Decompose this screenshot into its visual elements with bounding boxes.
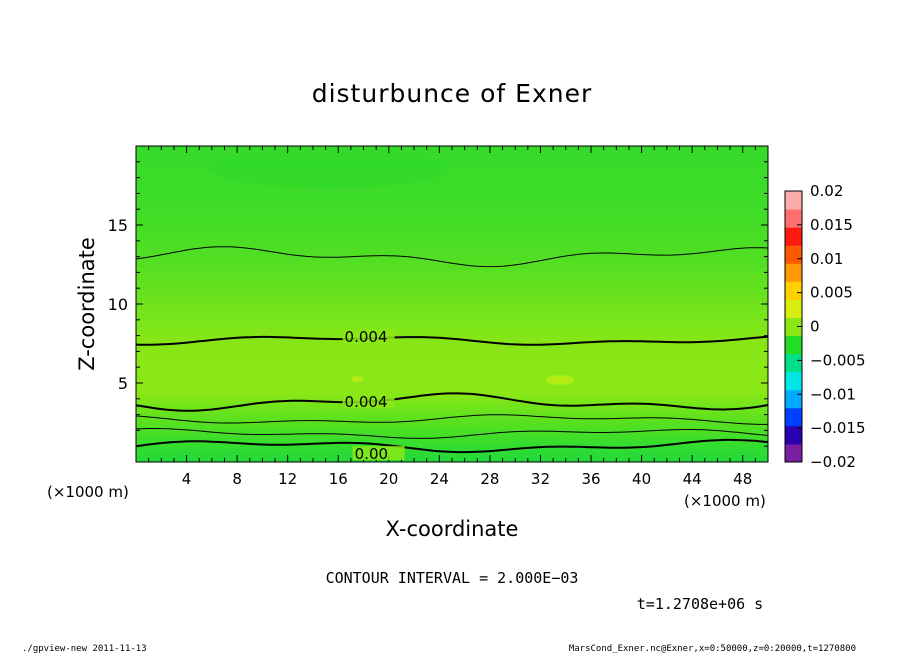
x-tick-label: 8 [232,470,242,488]
x-tick-label: 20 [379,470,398,488]
colorbar-tick-label: −0.02 [810,453,856,471]
x-tick-label: 12 [278,470,297,488]
y-tick-label: 10 [108,295,128,314]
x-tick-label: 36 [581,470,600,488]
contour-label-bg [352,446,405,461]
contour-label-bg [342,393,395,408]
contour-field [136,146,768,462]
contour-line [136,414,768,425]
contour-label: 0.004 [345,393,388,411]
x-tick-label: 28 [480,470,499,488]
contour-line [136,246,768,268]
colorbar-segment [785,335,802,355]
colorbar-segment [785,209,802,228]
x-tick-label: 24 [430,470,449,488]
colorbar-segment [785,245,802,264]
x-tick-label: 16 [329,470,348,488]
y-tick-label: 15 [108,216,128,235]
footer-left: ./gpview-new 2011-11-13 [22,644,147,654]
contour-label: 0.00 [355,445,388,463]
colorbar-segment [785,443,802,463]
colorbar-tick-label: 0 [810,318,820,336]
x-tick-label: 40 [632,470,651,488]
colorbar-segment [785,353,802,373]
field-patch [210,148,450,188]
colorbar-segment [785,407,802,427]
colorbar-segment [785,425,802,445]
colorbar-tick-label: −0.015 [810,419,866,437]
field-patch [546,375,574,385]
x-tick-label: 4 [182,470,192,488]
chart-title: disturbunce of Exner [312,79,593,108]
colorbar-tick-label: 0.02 [810,182,843,200]
field-patch [351,376,363,382]
colorbar [784,190,803,463]
contour-lines [136,246,768,454]
contour-line [136,335,768,346]
y-axis-label: Z-coordinate [75,237,99,371]
x-tick-label: 32 [531,470,550,488]
contour-label-bg [342,329,395,344]
contour-line [136,428,768,439]
contour-line [136,392,768,412]
x-tick-label: 48 [733,470,752,488]
colorbar-segment [785,389,802,409]
colorbar-segment [785,281,802,300]
contour-labels: 0.00 0.004 0.004 [342,328,405,463]
colorbar-tick-label: 0.005 [810,284,853,302]
contour-label: 0.004 [345,328,388,346]
colorbar-tick-label: 0.015 [810,216,853,234]
colorbar-segment [785,191,802,210]
colorbar-segment [785,371,802,391]
time-label: t=1.2708e+06 s [637,595,763,613]
x-axis-label: X-coordinate [386,517,519,541]
colorbar-segment [785,263,802,282]
colorbar-segment [785,227,802,246]
x-axis: 4 8 12 16 20 24 28 32 36 40 44 48 [148,146,756,488]
colorbar-tick-label: −0.005 [810,351,866,369]
x-tick-label: 44 [683,470,702,488]
colorbar-segment [785,317,802,337]
field-fill [136,146,768,462]
colorbar-tick-label: −0.01 [810,385,856,403]
y-axis: 5 10 15 [108,161,768,447]
x-unit-label: (×1000 m) [47,483,129,501]
contour-line [136,438,768,454]
colorbar-ticks: 0.02 0.015 0.01 0.005 0 −0.005 −0.01 −0.015 −0.0… [797,182,866,471]
colorbar-tick-label: 0.01 [810,250,843,268]
footer-right: MarsCond_Exner.nc@Exner,x=0:50000,z=0:20… [569,644,856,654]
y-tick-label: 5 [118,374,128,393]
x-unit-label-right: (×1000 m) [684,492,766,510]
colorbar-segment [785,299,802,318]
contour-interval: CONTOUR INTERVAL = 2.000E−03 [326,569,579,587]
